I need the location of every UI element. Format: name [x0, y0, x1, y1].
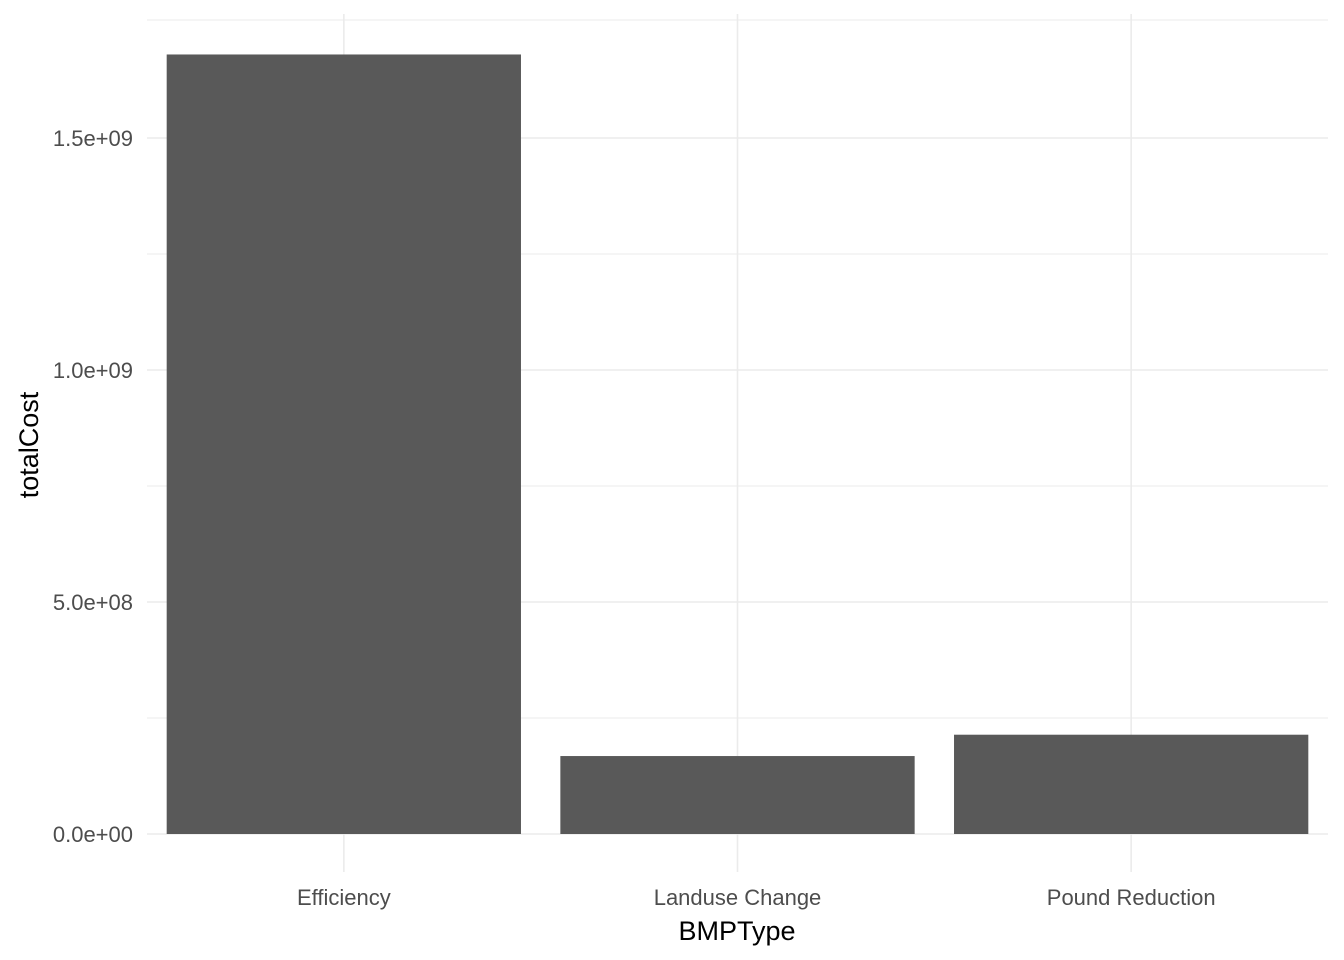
bar-landuse-change — [560, 756, 915, 834]
y-axis-ticks: 0.0e+00 5.0e+08 1.0e+09 1.5e+09 — [53, 126, 133, 847]
x-axis-ticks: Efficiency Landuse Change Pound Reduction — [297, 885, 1216, 910]
y-tick-label: 1.0e+09 — [53, 358, 133, 383]
y-tick-label: 5.0e+08 — [53, 590, 133, 615]
bar-efficiency — [166, 54, 521, 835]
x-tick-label: Efficiency — [297, 885, 391, 910]
y-tick-label: 1.5e+09 — [53, 126, 133, 151]
bars — [166, 54, 1309, 835]
bar-pound-reduction — [954, 734, 1309, 834]
x-tick-label: Pound Reduction — [1047, 885, 1216, 910]
x-axis-title: BMPType — [678, 916, 795, 946]
x-tick-label: Landuse Change — [654, 885, 822, 910]
y-tick-label: 0.0e+00 — [53, 822, 133, 847]
y-axis-title: totalCost — [14, 391, 44, 498]
